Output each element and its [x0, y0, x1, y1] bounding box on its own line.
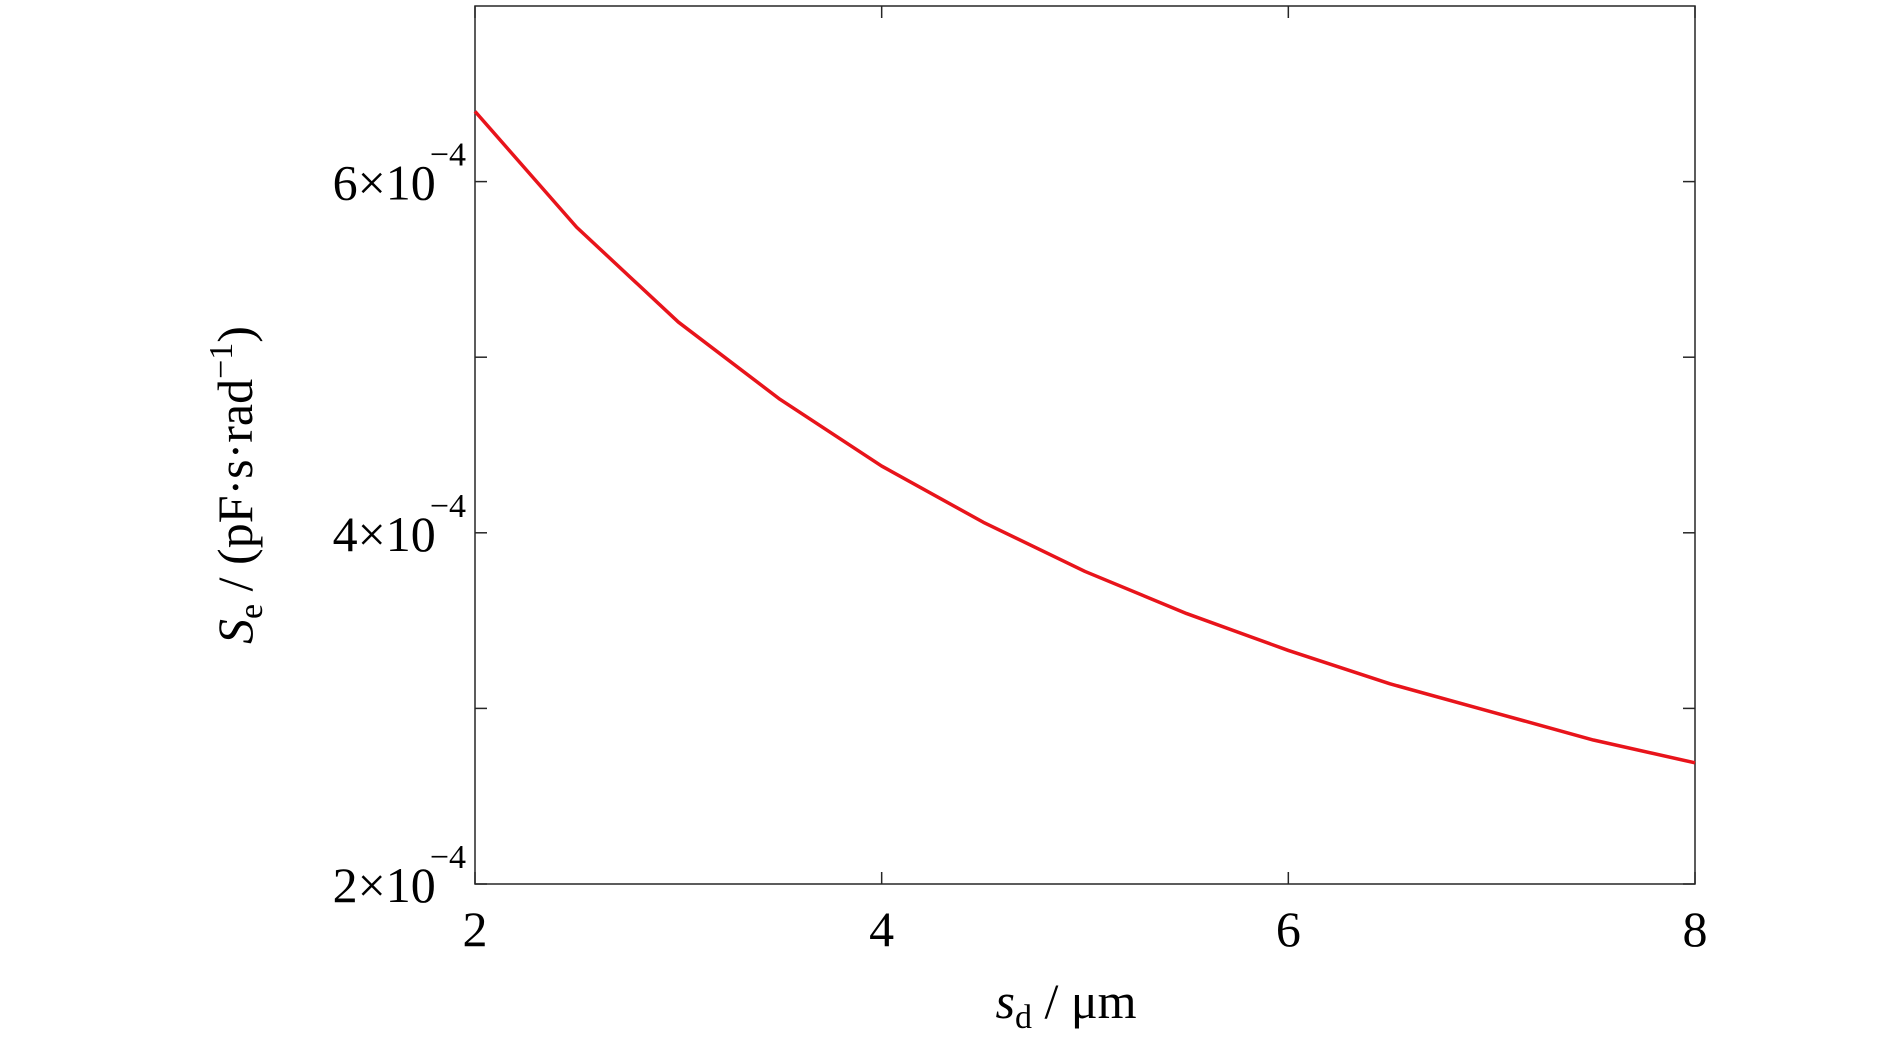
- y-tick-mantissa: 2×10: [333, 857, 436, 913]
- x-tick-label: 4: [869, 901, 894, 957]
- y-tick-label: 2×10−4: [333, 839, 466, 913]
- x-axis-label: sd / μm: [995, 973, 1136, 1036]
- y-label-symbol: S: [207, 619, 263, 644]
- y-label-subscript: e: [233, 604, 270, 619]
- y-axis-label: Se / (pF·s·rad−1): [203, 326, 270, 644]
- x-label-subscript: d: [1015, 999, 1032, 1036]
- y-label-close: ): [207, 326, 263, 343]
- y-tick-exponent: −4: [430, 488, 466, 525]
- y-tick-label: 6×10−4: [333, 137, 466, 211]
- x-tick-label: 2: [463, 901, 488, 957]
- x-tick-label: 8: [1683, 901, 1708, 957]
- plot-frame: [474, 5, 1696, 885]
- y-label-unit: / (pF·s·rad: [207, 379, 263, 604]
- y-tick-mantissa: 4×10: [333, 506, 436, 562]
- x-label-symbol: s: [995, 973, 1014, 1029]
- data-line: [473, 110, 1696, 765]
- y-tick-label: 4×10−4: [333, 488, 466, 562]
- x-tick-label: 6: [1276, 901, 1301, 957]
- y-tick-exponent: −4: [430, 137, 466, 174]
- y-label-superscript: −1: [203, 343, 240, 379]
- x-label-unit: / μm: [1032, 973, 1137, 1029]
- y-tick-mantissa: 6×10: [333, 155, 436, 211]
- y-tick-exponent: −4: [430, 839, 466, 876]
